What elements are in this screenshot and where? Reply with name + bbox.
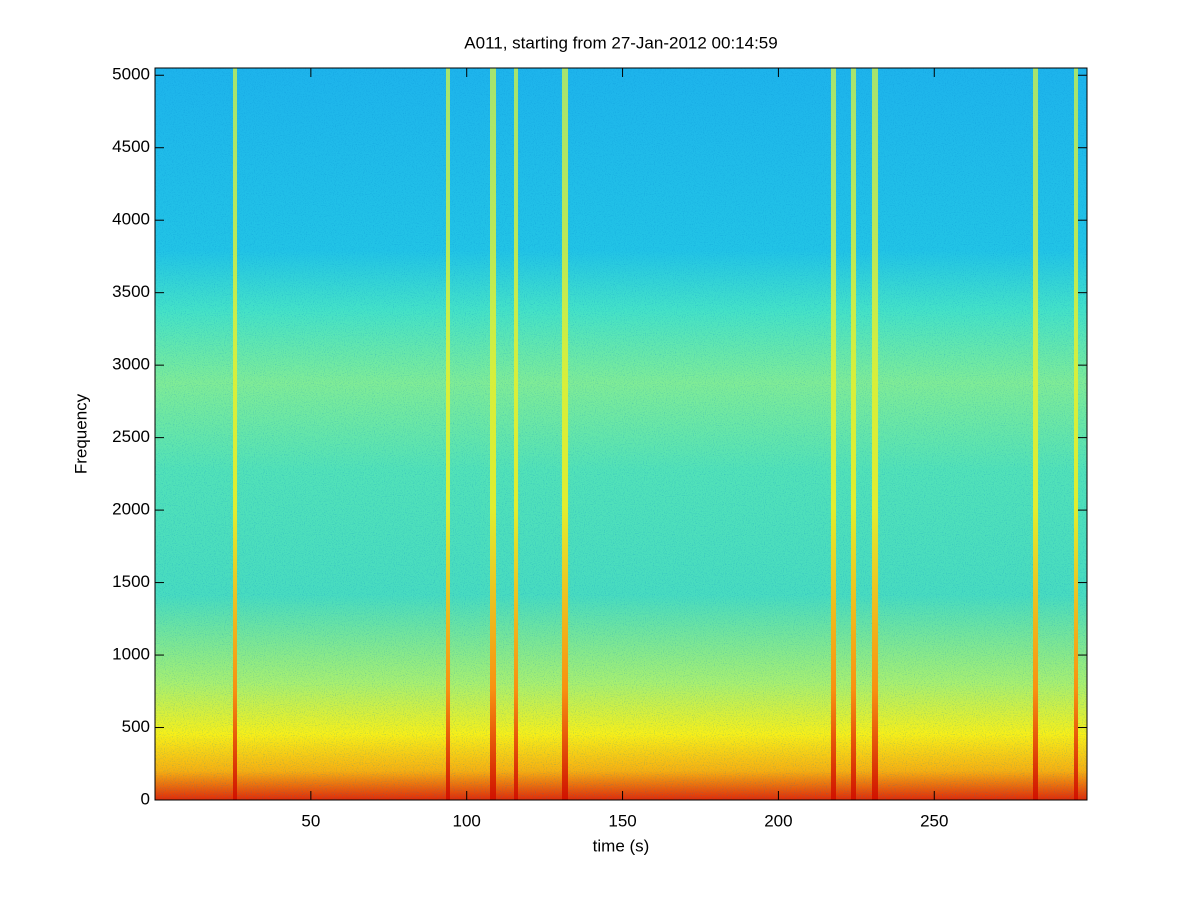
- y-tick-label: 4500: [112, 137, 150, 156]
- x-tick-label: 250: [920, 811, 948, 830]
- x-axis-label: time (s): [593, 836, 650, 855]
- y-tick-label: 1000: [112, 645, 150, 664]
- spectrogram-image: [155, 68, 1087, 800]
- chart-title: A011, starting from 27-Jan-2012 00:14:59: [464, 33, 777, 52]
- y-tick-label: 2000: [112, 500, 150, 519]
- y-tick-label: 2500: [112, 427, 150, 446]
- y-tick-label: 4000: [112, 210, 150, 229]
- y-axis-label: Frequency: [71, 393, 90, 474]
- y-tick-label: 3000: [112, 355, 150, 374]
- x-tick-label: 200: [764, 811, 792, 830]
- y-tick-label: 500: [122, 717, 150, 736]
- plot-frame: [154, 67, 1088, 801]
- x-tick-label: 150: [608, 811, 636, 830]
- x-tick-label: 50: [301, 811, 320, 830]
- y-tick-label: 3500: [112, 282, 150, 301]
- y-tick-label: 5000: [112, 65, 150, 84]
- y-tick-label: 1500: [112, 572, 150, 591]
- x-tick-label: 100: [453, 811, 481, 830]
- y-tick-label: 0: [141, 789, 150, 808]
